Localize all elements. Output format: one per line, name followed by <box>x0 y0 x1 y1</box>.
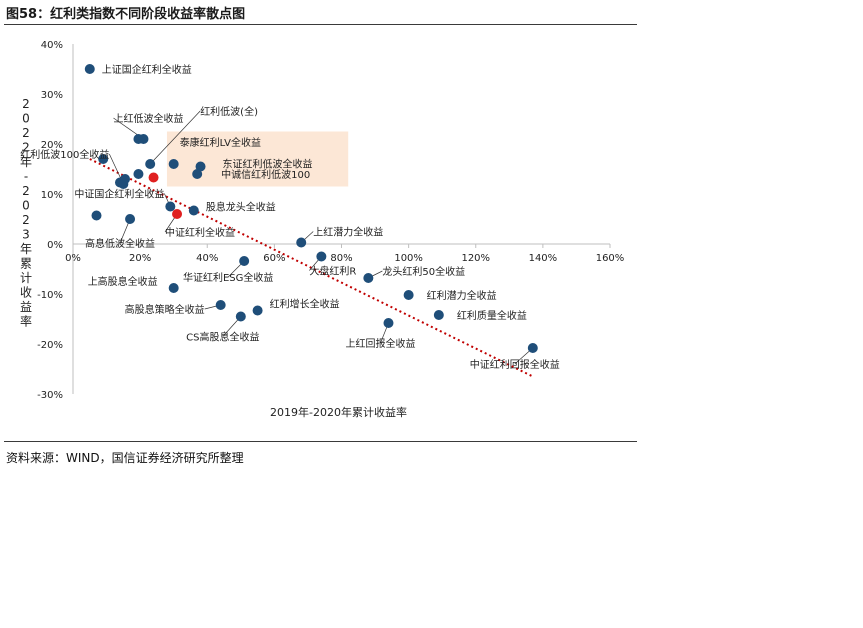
data-point <box>145 159 156 169</box>
y-axis-title-char: 0 <box>22 199 30 213</box>
data-label: 红利潜力全收益 <box>427 289 497 302</box>
data-label: 中诚信红利低波100 <box>221 168 310 181</box>
y-axis-title-char: 3 <box>22 228 30 242</box>
data-point <box>383 318 394 328</box>
data-point <box>316 251 327 262</box>
y-axis-title-char: 年 <box>20 242 32 256</box>
x-tick-labels: 0% 20% 40% 60% 80% 100% 120% 140% 160% <box>65 244 624 264</box>
data-points <box>84 64 538 353</box>
data-point <box>192 169 203 179</box>
data-label: 上红潜力全收益 <box>313 226 383 239</box>
figure-title: 图58：红利类指数不同阶段收益率散点图 <box>6 7 246 22</box>
y-axis-title-char: 率 <box>20 314 32 329</box>
y-axis-title-char: 2 <box>22 141 30 155</box>
data-point <box>148 172 159 183</box>
bottom-rule <box>4 441 637 442</box>
data-label: 上红回报全收益 <box>345 337 415 350</box>
page-edge-mark <box>856 140 858 470</box>
title-rule <box>4 24 637 25</box>
y-tick-label: 30% <box>41 90 63 101</box>
y-tick-label: -10% <box>37 290 63 301</box>
y-tick-label: -30% <box>37 390 63 401</box>
x-tick-label: 100% <box>394 253 423 264</box>
y-tick-label: 0% <box>47 240 63 251</box>
y-axis-title-char: 2 <box>22 184 30 198</box>
data-point <box>363 273 374 283</box>
data-label: 红利低波(全) <box>200 105 258 118</box>
y-tick-label: -20% <box>37 340 63 351</box>
data-point <box>252 305 263 316</box>
label-leader-line <box>149 110 201 165</box>
y-axis-title-char: 2 <box>22 97 30 111</box>
data-point <box>98 154 109 164</box>
x-tick-label: 60% <box>263 253 285 264</box>
data-point <box>403 290 414 300</box>
data-point <box>215 300 226 310</box>
data-point <box>84 64 95 74</box>
x-tick-label: 140% <box>529 253 558 264</box>
data-point <box>168 283 179 293</box>
y-tick-labels: 40% 30% 20% 10% 0% -10% -20% -30% <box>37 40 63 401</box>
data-label: 高股息策略全收益 <box>125 303 205 316</box>
data-label: 华证红利ESG全收益 <box>183 271 273 284</box>
data-label: 高息低波全收益 <box>85 237 155 250</box>
y-axis-title-char: 累 <box>20 257 32 271</box>
data-label: 上红低波全收益 <box>113 112 183 125</box>
data-label: 上高股息全收益 <box>88 275 158 288</box>
data-label: 红利质量全收益 <box>457 309 527 322</box>
y-axis-title-char: 益 <box>20 300 32 314</box>
y-axis-title-char: - <box>24 170 28 184</box>
x-tick-label: 160% <box>596 253 625 264</box>
data-point <box>188 205 199 216</box>
y-axis-title-char: 收 <box>20 286 32 300</box>
data-point <box>433 310 444 320</box>
data-point <box>195 161 206 172</box>
data-point <box>235 311 246 322</box>
data-label: CS高股息全收益 <box>186 331 259 344</box>
y-tick-label: 40% <box>41 40 63 51</box>
x-tick-label: 80% <box>330 253 352 264</box>
y-axis-title-char: 2 <box>22 213 30 227</box>
data-label: 中证红利回报全收益 <box>470 358 560 371</box>
data-label: 中证国企红利全收益 <box>74 188 164 201</box>
y-tick-label: 20% <box>41 140 63 151</box>
x-tick-label: 20% <box>129 253 151 264</box>
data-label: 中证红利全收益 <box>165 226 235 239</box>
data-label: 股息龙头全收益 <box>206 201 276 214</box>
x-tick-label: 40% <box>196 253 218 264</box>
data-point <box>118 179 129 189</box>
source-note: 资料来源：WIND，国信证券经济研究所整理 <box>6 451 244 465</box>
data-point <box>168 159 179 169</box>
data-point <box>125 214 136 224</box>
data-point <box>239 256 250 266</box>
data-point <box>91 210 102 221</box>
x-axis-title: 2019年-2020年累计收益率 <box>270 405 407 419</box>
y-axis-title-char: 计 <box>20 271 32 285</box>
y-tick-label: 10% <box>41 190 63 201</box>
y-axis-title-char: 2 <box>22 126 30 140</box>
data-point <box>138 134 149 144</box>
data-label: 东证红利低波全收益 <box>223 158 313 171</box>
data-label: 上证国企红利全收益 <box>102 63 192 76</box>
data-point <box>296 237 307 248</box>
data-label: 红利增长全收益 <box>270 298 340 311</box>
data-label: 泰康红利LV全收益 <box>180 136 261 149</box>
data-point <box>165 201 176 212</box>
y-axis-title-char: 年 <box>20 155 32 169</box>
x-tick-label: 120% <box>461 253 490 264</box>
y-axis-title-char: 0 <box>22 112 30 126</box>
data-label: 大盘红利R <box>309 265 356 278</box>
data-label: 红利低波100全收益 <box>20 148 109 161</box>
data-point <box>172 209 183 219</box>
data-point <box>133 169 144 179</box>
x-tick-label: 0% <box>65 253 81 264</box>
data-label: 龙头红利50全收益 <box>382 265 465 278</box>
data-point <box>527 343 538 353</box>
